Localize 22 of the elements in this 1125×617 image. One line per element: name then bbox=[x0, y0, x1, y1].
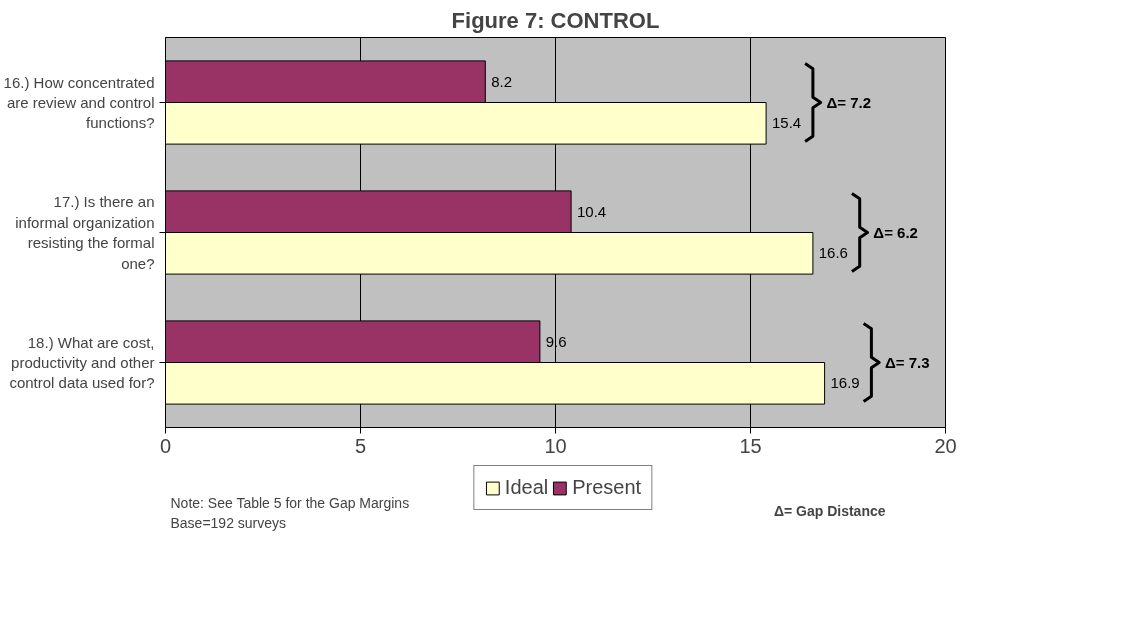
annotation: Δ= 6.2 bbox=[873, 224, 918, 241]
text: Note: See Table 5 for the Gap Margins bbox=[170, 494, 410, 511]
x-tick-label: 15 bbox=[739, 434, 762, 457]
text: Base=192 surveys bbox=[170, 514, 287, 531]
legend-label: Present bbox=[572, 476, 642, 499]
data-label: 16.9 bbox=[830, 374, 860, 392]
text: Δ= Gap Distance bbox=[773, 502, 886, 519]
data-label: 10.4 bbox=[576, 202, 607, 220]
y-tick-label: 17.) Is there an informal organization resisting the formal one? bbox=[15, 193, 155, 272]
x-tick-label: 10 bbox=[544, 434, 567, 457]
y-tick-label: 16.) How concentrated are review and control functions? bbox=[3, 73, 155, 132]
data-label: 16.6 bbox=[818, 244, 848, 262]
x-tick-label: 0 bbox=[159, 434, 172, 457]
x-tick-label: 20 bbox=[934, 434, 957, 457]
annotation: Δ= 7.2 bbox=[826, 94, 872, 111]
annotation: Δ= 7.3 bbox=[885, 354, 930, 371]
data-label: 8.2 bbox=[491, 72, 513, 90]
y-tick-label: 18.) What are cost, productivity and other control data used for? bbox=[9, 333, 155, 392]
legend-label: Ideal bbox=[504, 476, 549, 499]
data-label: 15.4 bbox=[771, 114, 802, 132]
chart-title: Figure 7: CONTROL bbox=[451, 7, 660, 33]
x-tick-label: 5 bbox=[354, 434, 367, 457]
